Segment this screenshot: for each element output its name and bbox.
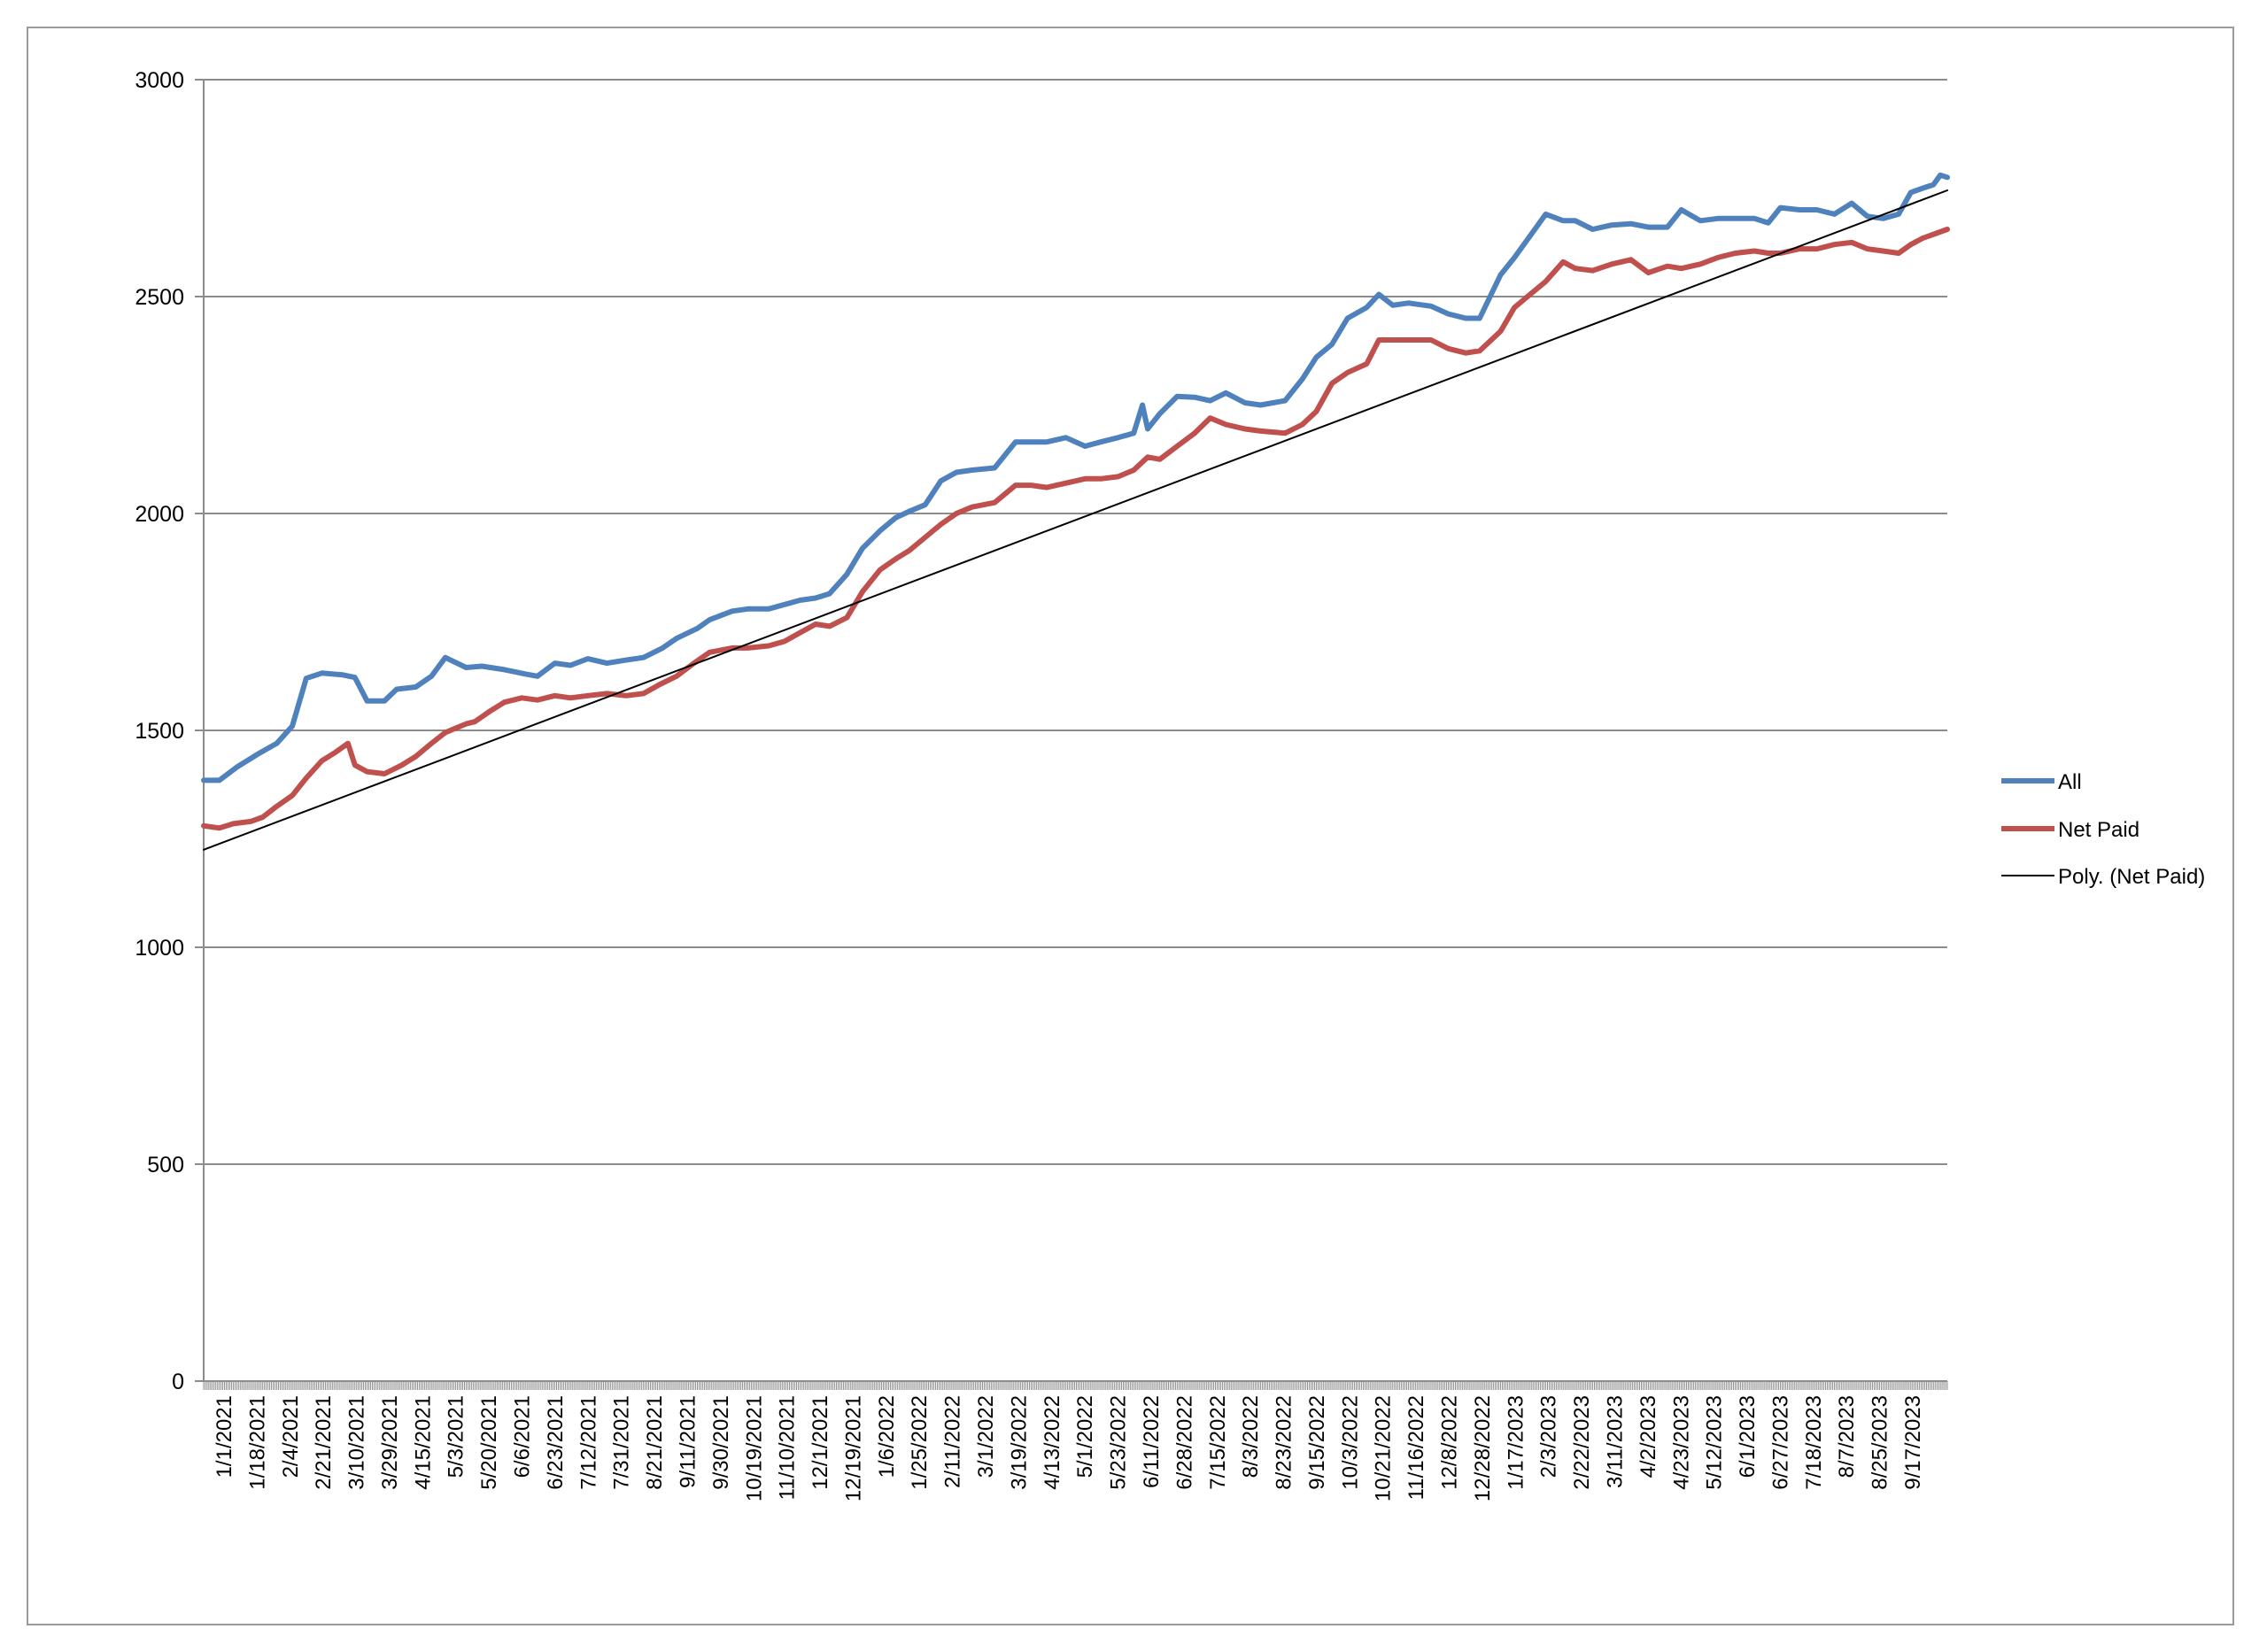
x-tick-label: 10/21/2022 <box>1372 1395 1396 1501</box>
x-tick-label: 8/3/2022 <box>1239 1395 1263 1478</box>
x-tick-label: 4/2/2023 <box>1636 1395 1660 1478</box>
x-tick-label: 6/27/2023 <box>1768 1395 1792 1490</box>
x-tick-label: 2/11/2022 <box>941 1395 965 1488</box>
legend-label: Net Paid <box>2058 818 2139 842</box>
x-tick-label: 5/20/2021 <box>477 1395 501 1490</box>
x-tick-label: 9/11/2021 <box>676 1395 700 1488</box>
x-tick-label: 7/12/2021 <box>576 1395 600 1490</box>
x-tick-label: 8/21/2021 <box>643 1395 667 1490</box>
x-tick-label: 8/25/2023 <box>1869 1395 1892 1490</box>
x-tick-label: 1/6/2022 <box>875 1395 899 1478</box>
x-tick-label: 9/15/2022 <box>1305 1395 1329 1490</box>
chart-area: 0 500 1000 1500 2000 2500 3000 1/1/2021 1/18/20… <box>27 27 2234 1625</box>
y-tick-label: 0 <box>172 1370 184 1394</box>
x-tick-label: 1/18/2021 <box>245 1395 269 1490</box>
y-tick-label: 2000 <box>135 502 184 527</box>
y-tick-label: 2500 <box>135 285 184 310</box>
x-tick-label: 8/23/2022 <box>1273 1395 1296 1490</box>
x-tick-label: 3/19/2022 <box>1007 1395 1031 1490</box>
x-tick-label: 9/30/2021 <box>709 1395 733 1490</box>
x-tick-label: 3/1/2022 <box>974 1395 998 1478</box>
x-tick-label: 2/4/2021 <box>279 1395 303 1478</box>
axes <box>195 80 1948 1390</box>
x-tick-label: 6/11/2022 <box>1140 1395 1164 1488</box>
line-chart: 0 500 1000 1500 2000 2500 3000 1/1/2021 1/18/20… <box>135 68 2205 1501</box>
x-tick-label: 6/28/2022 <box>1172 1395 1196 1490</box>
x-tick-label: 11/10/2021 <box>776 1395 800 1500</box>
x-tick-label: 7/18/2023 <box>1802 1395 1826 1490</box>
x-tick-label: 4/15/2021 <box>411 1395 435 1490</box>
x-tick-label: 8/7/2023 <box>1835 1395 1859 1478</box>
x-tick-label: 3/29/2021 <box>378 1395 402 1490</box>
y-tick-label: 1500 <box>135 719 184 744</box>
gridlines <box>195 79 1947 1165</box>
x-tick-label: 2/22/2023 <box>1570 1395 1594 1490</box>
x-tick-label: 2/3/2023 <box>1537 1395 1561 1478</box>
x-tick-label: 5/12/2023 <box>1703 1395 1727 1490</box>
x-tick-label: 2/21/2021 <box>312 1395 336 1490</box>
y-tick-label: 500 <box>147 1153 184 1177</box>
y-axis-ticks: 0 500 1000 1500 2000 2500 3000 <box>135 68 184 1394</box>
series-line-all <box>201 172 1950 784</box>
x-tick-label: 12/1/2021 <box>809 1395 832 1490</box>
series-line-net-paid <box>201 227 1950 831</box>
legend-label: All <box>2058 770 2082 794</box>
legend: All Net Paid Poly. (Net Paid) <box>2001 770 2205 889</box>
series-lines <box>201 172 1950 851</box>
x-tick-label: 6/23/2021 <box>544 1395 568 1490</box>
x-tick-label: 1/17/2023 <box>1504 1395 1528 1490</box>
x-tick-label: 12/19/2021 <box>841 1395 865 1501</box>
x-tick-label: 9/17/2023 <box>1901 1395 1925 1490</box>
x-tick-label: 12/8/2022 <box>1438 1395 1462 1490</box>
x-tick-label: 7/31/2021 <box>610 1395 634 1490</box>
x-tick-label: 4/23/2023 <box>1669 1395 1693 1490</box>
x-tick-label: 12/28/2022 <box>1471 1395 1495 1501</box>
series-line-poly-net-paid <box>203 189 1948 851</box>
x-tick-label: 6/1/2023 <box>1736 1395 1760 1478</box>
x-tick-label: 6/6/2021 <box>511 1395 535 1478</box>
x-tick-label: 11/16/2022 <box>1404 1395 1428 1500</box>
x-tick-label: 10/3/2022 <box>1338 1395 1362 1490</box>
x-tick-label: 1/25/2022 <box>908 1395 932 1490</box>
legend-label: Poly. (Net Paid) <box>2058 865 2205 889</box>
x-tick-label: 5/1/2022 <box>1073 1395 1097 1478</box>
x-tick-label: 5/3/2021 <box>445 1395 468 1478</box>
x-axis-ticks: 1/1/2021 1/18/2021 2/4/2021 2/21/2021 3/10/2… <box>213 1395 1925 1501</box>
x-tick-label: 4/13/2022 <box>1041 1395 1064 1490</box>
x-tick-label: 7/15/2022 <box>1206 1395 1230 1490</box>
x-tick-label: 3/10/2021 <box>345 1395 369 1490</box>
x-tick-label: 5/23/2022 <box>1107 1395 1131 1490</box>
x-tick-label: 1/1/2021 <box>213 1395 236 1478</box>
x-tick-label: 10/19/2021 <box>742 1395 766 1501</box>
x-tick-label: 3/11/2023 <box>1603 1395 1627 1488</box>
y-tick-label: 3000 <box>135 68 184 93</box>
y-tick-label: 1000 <box>135 936 184 961</box>
